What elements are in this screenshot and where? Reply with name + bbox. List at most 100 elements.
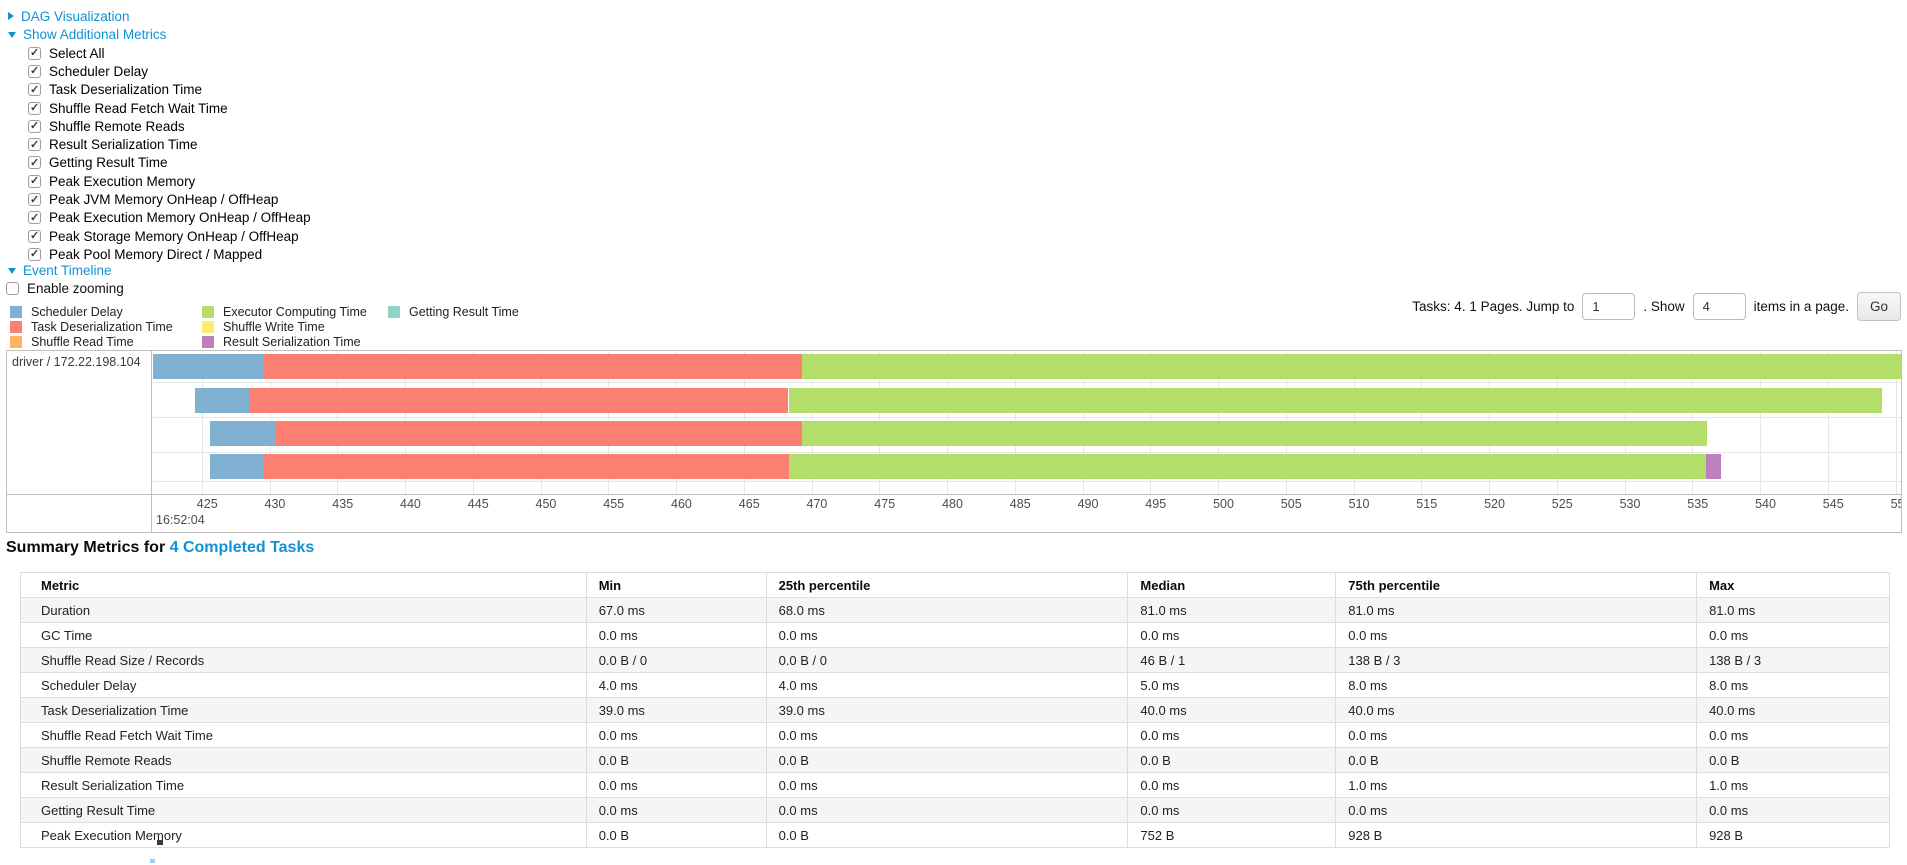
executor_computing-swatch-icon [202,306,214,319]
expanded-arrow-icon [8,32,16,38]
timeline-axis-line [7,494,1901,495]
metric-checkbox[interactable] [28,156,41,170]
task-pagination: Tasks: 4. 1 Pages. Jump to . Show items … [1412,292,1901,321]
column-header: Metric [20,572,587,598]
legend-label: Executor Computing Time [223,305,367,320]
metric-value-cell: 138 B / 3 [1696,647,1890,673]
metric-value-cell: 0.0 ms [585,622,767,648]
metric-checkbox[interactable] [28,211,41,225]
metric-checkbox-label: Peak Storage Memory OnHeap / OffHeap [49,228,299,244]
timeline-group-column: driver / 172.22.198.104 [7,351,152,532]
table-row: Shuffle Remote Reads 0.0 B 0.0 B 0.0 B 0.0 B… [20,747,1890,773]
metric-checkbox-label: Result Serialization Time [49,137,198,153]
event-timeline-chart: driver / 172.22.198.104 425 430 435 440 445 4… [6,350,1902,533]
metric-checkbox-row: Peak Storage Memory OnHeap / OffHeap [28,227,311,245]
metric-value-cell: 0.0 B [585,822,767,848]
axis-tick-label: 440 [400,497,421,511]
metric-checkbox[interactable] [28,229,41,243]
metric-checkbox-label: Getting Result Time [49,155,168,171]
completed-tasks-link[interactable]: 4 Completed Tasks [169,539,315,556]
legend-label: Getting Result Time [409,305,519,320]
axis-tick-label: 485 [1009,497,1031,511]
task-bar-segment-task_deserialization [262,354,803,379]
timeline-row-separator [153,481,1901,482]
metric-checkbox[interactable] [28,101,41,115]
metric-name-cell: Task Deserialization Time [20,697,587,723]
task-bar-segment-executor_computing [788,388,1882,413]
metric-value-cell: 752 B [1127,822,1337,848]
table-row: GC Time 0.0 ms 0.0 ms 0.0 ms 0.0 ms 0.0 ms [20,622,1890,648]
metric-value-cell: 40.0 ms [1696,697,1890,723]
metric-checkbox-row: Task Deserialization Time [28,81,311,99]
legend-item-shuffle_read: Shuffle Read Time [10,335,202,350]
metric-value-cell: 0.0 ms [1696,797,1890,823]
metric-value-cell: 68.0 ms [765,597,1129,623]
axis-tick-label: 450 [535,497,557,511]
metric-checkbox[interactable] [28,83,41,97]
tasks-count-text: Tasks: 4. 1 Pages. Jump to [1412,299,1575,314]
metric-checkbox[interactable] [28,174,41,188]
legend-item-shuffle_write: Shuffle Write Time [202,320,388,335]
metric-checkbox-label: Task Deserialization Time [49,82,203,98]
metric-name-cell: Result Serialization Time [20,772,587,798]
axis-tick-label: 490 [1077,497,1099,511]
axis-tick-label: 550 [1890,497,1901,511]
timeline-gridline [1827,351,1829,494]
legend-label: Shuffle Write Time [223,320,325,335]
metric-checkbox[interactable] [28,138,41,152]
dag-visualization-toggle[interactable]: DAG Visualization [8,7,130,25]
metric-checkbox-label: Peak Pool Memory Direct / Mapped [49,246,263,262]
axis-tick-label: 530 [1619,497,1641,511]
metric-value-cell: 81.0 ms [1335,597,1698,623]
axis-tick-label: 540 [1755,497,1776,511]
metric-checkbox[interactable] [28,247,41,261]
metric-value-cell: 0.0 B [765,747,1129,773]
table-row: Task Deserialization Time 39.0 ms 39.0 ms 4… [20,697,1890,723]
column-header: 75th percentile [1335,572,1698,598]
enable-zooming-checkbox[interactable] [6,281,19,295]
timeline-row-separator [153,382,1901,383]
metric-value-cell: 0.0 ms [765,722,1129,748]
metric-checkbox[interactable] [28,119,41,133]
axis-tick-label: 535 [1687,497,1709,511]
axis-tick-label: 430 [264,497,286,511]
jump-to-page-input[interactable] [1582,293,1636,320]
items-per-page-input[interactable] [1692,293,1746,320]
metric-value-cell: 81.0 ms [1696,597,1890,623]
summary-heading-text: Summary Metrics for [6,539,170,556]
task-bar-segment-task_deserialization [262,454,789,479]
timeline-gridline [1895,351,1897,494]
metric-value-cell: 5.0 ms [1127,672,1337,698]
event-timeline-link[interactable]: Event Timeline [23,262,112,278]
go-button[interactable]: Go [1856,292,1901,321]
metric-value-cell: 0.0 B [1127,747,1337,773]
show-additional-metrics-link[interactable]: Show Additional Metrics [23,26,167,42]
legend-item-executor_computing: Executor Computing Time [202,305,388,320]
axis-tick-label: 475 [874,497,896,511]
axis-tick-label: 525 [1551,497,1573,511]
metric-value-cell: 0.0 ms [585,797,767,823]
metric-checkbox-row: Getting Result Time [28,154,311,172]
clipped-content-fragment [150,859,155,863]
table-row: Peak Execution Memory 0.0 B 0.0 B 752 B 928 … [20,822,1890,848]
metric-value-cell: 8.0 ms [1335,672,1698,698]
metric-name-cell: Shuffle Read Fetch Wait Time [20,722,587,748]
column-header: Max [1696,572,1890,598]
expanded-arrow-icon [8,268,16,274]
metric-checkbox-list: Select All Scheduler Delay Task Deserializ… [28,44,311,264]
event-timeline-toggle[interactable]: Event Timeline [8,261,112,279]
show-additional-metrics-toggle[interactable]: Show Additional Metrics [8,25,166,43]
metric-value-cell: 0.0 ms [765,622,1129,648]
metric-value-cell: 0.0 B / 0 [585,647,767,673]
metric-checkbox[interactable] [28,193,41,207]
metric-value-cell: 1.0 ms [1696,772,1890,798]
metric-value-cell: 0.0 B / 0 [765,647,1129,673]
task-bar-segment-executor_computing [802,354,1901,379]
dag-visualization-link[interactable]: DAG Visualization [21,8,130,24]
enable-zooming-row: Enable zooming [6,279,124,297]
metric-checkbox[interactable] [28,64,41,78]
metric-checkbox[interactable] [28,46,41,60]
table-row: Shuffle Read Size / Records 0.0 B / 0 0.0 … [20,647,1890,673]
metric-name-cell: Scheduler Delay [20,672,587,698]
